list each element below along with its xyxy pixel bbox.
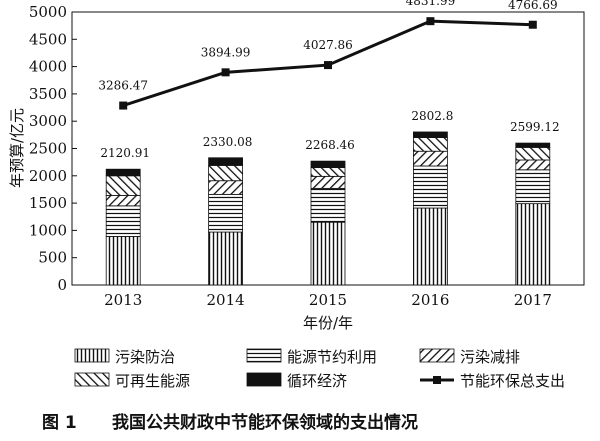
x-tick-label: 2016 — [411, 291, 449, 309]
y-axis-title: 年预算/亿元 — [8, 108, 26, 188]
x-tick-label: 2017 — [514, 291, 552, 309]
y-tick-label: 4500 — [29, 30, 67, 48]
line-point-marker — [119, 101, 128, 110]
legend-swatch — [246, 348, 282, 363]
y-tick-label: 1000 — [29, 221, 67, 239]
bar-total-labels: 2120.91 2330.08 2268.46 2802.8 2599.12 — [100, 109, 559, 160]
x-tick-label: 2014 — [207, 291, 245, 309]
legend-label: 节能环保总支出 — [460, 372, 565, 390]
legend-line-marker — [433, 376, 441, 384]
legend-label: 污染减排 — [460, 348, 520, 366]
y-axis: 0 500 1000 1500 2000 2500 3000 3500 4000 4500 5000 — [29, 3, 77, 294]
bar-segment-2017-1 — [515, 169, 551, 205]
figure-caption-title: 我国公共财政中节能环保领域的支出情况 — [112, 412, 418, 433]
bar-segment-2014-4 — [208, 157, 244, 166]
x-axis-title: 年份/年 — [303, 314, 353, 332]
y-tick-label: 2500 — [29, 140, 67, 158]
bar-segment-2015-3 — [310, 167, 346, 177]
line-point-label: 3286.47 — [98, 79, 148, 93]
line-point-label: 3894.99 — [201, 45, 251, 59]
x-tick-label: 2013 — [104, 291, 142, 309]
y-tick-label: 1500 — [29, 194, 67, 212]
legend-label: 能源节约利用 — [287, 348, 377, 366]
y-tick-label: 2000 — [29, 167, 67, 185]
y-tick-label: 5000 — [29, 3, 67, 21]
line-point-marker — [221, 68, 230, 77]
legend-label: 循环经济 — [287, 372, 347, 390]
x-tick-label: 2015 — [309, 291, 347, 309]
bar-segment-2014-1 — [208, 193, 244, 233]
line-point-marker — [324, 61, 332, 70]
bar-segment-2013-0 — [105, 236, 141, 286]
bar-segment-2014-2 — [208, 180, 244, 195]
line-point-label: 4027.86 — [303, 38, 353, 52]
bar-segment-2017-2 — [515, 159, 551, 171]
bar-segment-2014-3 — [208, 165, 244, 182]
bar-segment-2017-4 — [515, 142, 551, 148]
bar-segment-2013-4 — [105, 168, 141, 177]
bar-segment-2016-3 — [412, 137, 448, 152]
legend-swatch — [246, 372, 282, 387]
figure-caption-number: 图 1 — [42, 413, 77, 433]
bar-segment-2015-4 — [310, 160, 346, 169]
x-axis: 2013 2014 2015 2016 2017 — [104, 280, 552, 309]
legend-swatch — [74, 348, 110, 363]
bar-total-label: 2599.12 — [510, 120, 560, 134]
total-line-series: 3286.47 3894.99 4027.86 4831.99 4766.69 — [98, 0, 558, 110]
legend-label: 污染防治 — [115, 348, 175, 366]
line-point-label: 4766.69 — [508, 0, 558, 12]
bar-segment-2015-0 — [310, 221, 346, 286]
bar-total-label: 2802.8 — [411, 109, 453, 123]
bar-segment-2016-0 — [412, 207, 448, 286]
bar-total-label: 2330.08 — [203, 135, 253, 149]
bar-segment-2015-1 — [310, 187, 346, 223]
bar-segment-2014-0 — [208, 231, 244, 286]
bar-segment-2016-4 — [412, 131, 448, 138]
bar-segment-2017-0 — [515, 203, 551, 286]
y-tick-label: 3000 — [29, 112, 67, 130]
stacked-bars — [105, 131, 551, 286]
bar-segment-2013-1 — [105, 205, 141, 237]
line-point-marker — [528, 20, 537, 29]
line-point-marker — [426, 17, 435, 26]
legend-label: 可再生能源 — [115, 372, 190, 390]
bar-segment-2016-2 — [412, 150, 448, 167]
line-point-label: 4831.99 — [406, 0, 456, 8]
y-tick-label: 500 — [38, 249, 67, 267]
bar-total-label: 2120.91 — [100, 146, 150, 160]
y-tick-label: 0 — [57, 276, 67, 294]
bar-segment-2013-2 — [105, 195, 141, 207]
bar-segment-2017-3 — [515, 147, 551, 161]
bar-segment-2015-2 — [310, 175, 346, 189]
legend-swatch — [74, 372, 110, 387]
y-tick-label: 4000 — [29, 58, 67, 76]
legend-swatch — [419, 348, 455, 363]
bar-total-label: 2268.46 — [305, 138, 355, 152]
bar-segment-2016-1 — [412, 165, 448, 209]
bar-segment-2013-3 — [105, 175, 141, 196]
y-tick-label: 3500 — [29, 85, 67, 103]
